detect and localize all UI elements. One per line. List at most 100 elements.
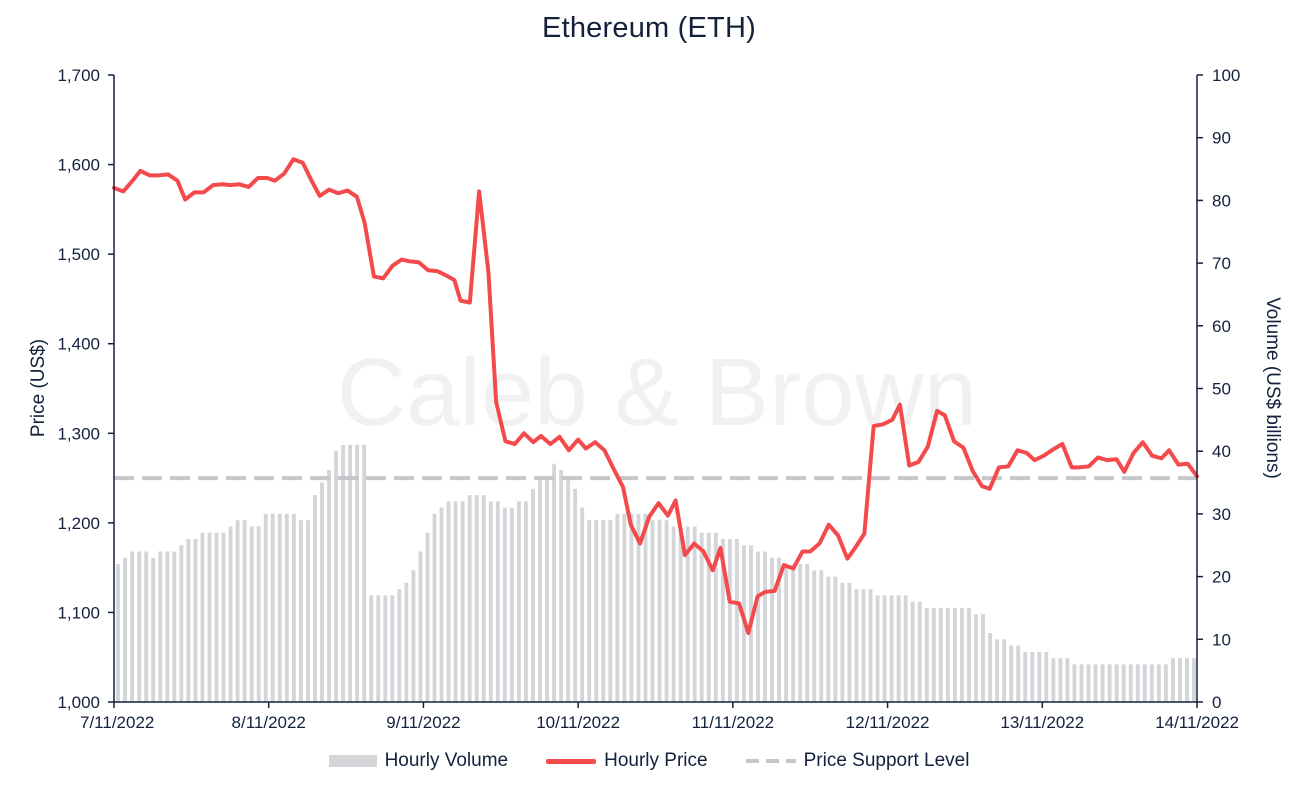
- volume-bar: [263, 513, 268, 702]
- volume-bar: [1170, 658, 1175, 702]
- volume-bar: [791, 564, 796, 702]
- volume-bar: [945, 607, 950, 702]
- volume-bar: [123, 557, 128, 702]
- legend-item-volume: Hourly Volume: [328, 750, 508, 772]
- volume-bar: [671, 526, 676, 702]
- volume-bar: [917, 601, 922, 702]
- legend-swatch-volume: [328, 755, 377, 767]
- volume-bar: [636, 513, 641, 702]
- volume-bar: [692, 526, 697, 702]
- volume-bar: [995, 639, 1000, 702]
- volume-bar: [531, 488, 535, 702]
- volume-bar: [1093, 664, 1098, 702]
- volume-bar: [193, 538, 198, 702]
- left-tick-label: 1,700: [57, 66, 100, 85]
- volume-bar: [727, 538, 732, 702]
- volume-bar: [418, 551, 423, 702]
- volume-bar: [172, 551, 177, 702]
- right-tick-label: 50: [1212, 380, 1231, 399]
- left-tick-label: 1,000: [57, 693, 100, 712]
- volume-bars: [116, 444, 1196, 702]
- volume-bar: [1051, 658, 1056, 702]
- right-tick-label: 40: [1212, 442, 1231, 461]
- volume-bar: [713, 532, 718, 702]
- volume-bar: [369, 595, 374, 702]
- volume-bar: [453, 501, 458, 702]
- volume-bar: [1023, 651, 1028, 702]
- volume-bar: [446, 501, 451, 702]
- volume-bar: [608, 520, 613, 702]
- volume-bar: [784, 564, 789, 702]
- volume-bar: [495, 501, 500, 702]
- volume-bar: [1114, 664, 1119, 702]
- volume-bar: [706, 532, 711, 702]
- volume-bar: [1086, 664, 1091, 702]
- volume-bar: [1192, 658, 1196, 702]
- volume-bar: [1185, 658, 1189, 702]
- legend-item-support: Price Support Level: [745, 750, 969, 772]
- volume-bar: [207, 532, 212, 702]
- volume-bar: [383, 595, 388, 702]
- volume-bar: [777, 557, 782, 702]
- volume-bar: [664, 520, 669, 702]
- volume-bar: [298, 520, 303, 702]
- volume-bar: [1178, 658, 1182, 702]
- volume-bar: [552, 463, 556, 702]
- x-tick-label: 10/11/2022: [536, 713, 620, 732]
- volume-bar: [1037, 651, 1042, 702]
- volume-bar: [643, 513, 648, 702]
- volume-bar: [967, 607, 971, 702]
- volume-bar: [650, 520, 655, 702]
- legend-item-price: Hourly Price: [546, 750, 708, 772]
- volume-bar: [854, 589, 859, 702]
- volume-bar: [348, 444, 353, 702]
- volume-bar: [685, 526, 690, 702]
- volume-bar: [284, 513, 289, 702]
- watermark-text: Caleb & Brown: [337, 339, 977, 446]
- volume-bar: [847, 582, 852, 702]
- x-tick-label: 7/11/2022: [80, 713, 154, 732]
- volume-bar: [910, 601, 915, 702]
- volume-bar: [200, 532, 205, 702]
- x-tick-label: 8/11/2022: [232, 713, 306, 732]
- volume-bar: [460, 501, 465, 702]
- x-tick-label: 14/11/2022: [1155, 713, 1239, 732]
- volume-bar: [488, 501, 493, 702]
- legend: Hourly Volume Hourly Price Price Support…: [0, 750, 1298, 772]
- volume-bar: [981, 614, 985, 702]
- volume-bar: [1135, 664, 1140, 702]
- volume-bar: [1002, 639, 1007, 702]
- volume-bar: [875, 595, 880, 702]
- volume-bar: [390, 595, 395, 702]
- volume-bar: [1100, 664, 1105, 702]
- volume-bar: [924, 607, 929, 702]
- volume-bar: [256, 526, 261, 702]
- volume-bar: [1065, 658, 1070, 702]
- volume-bar: [812, 570, 817, 702]
- volume-bar: [678, 532, 683, 702]
- volume-bar: [341, 444, 346, 702]
- volume-bar: [1156, 664, 1161, 702]
- x-tick-label: 12/11/2022: [846, 713, 930, 732]
- volume-bar: [805, 564, 810, 702]
- left-tick-label: 1,500: [57, 245, 100, 264]
- volume-bar: [1128, 664, 1133, 702]
- volume-bar: [1079, 664, 1084, 702]
- volume-bar: [179, 545, 184, 702]
- volume-bar: [826, 576, 831, 702]
- volume-bar: [580, 507, 585, 702]
- volume-bar: [545, 476, 549, 702]
- volume-bar: [1044, 651, 1049, 702]
- volume-bar: [720, 538, 725, 702]
- volume-bar: [432, 513, 437, 702]
- chart-title: Ethereum (ETH): [542, 12, 756, 44]
- volume-bar: [756, 551, 760, 702]
- volume-bar: [291, 513, 296, 702]
- volume-bar: [622, 513, 627, 702]
- volume-bar: [1016, 645, 1021, 702]
- x-tick-label: 13/11/2022: [1000, 713, 1084, 732]
- volume-bar: [334, 451, 338, 702]
- volume-bar: [960, 607, 964, 702]
- volume-bar: [840, 582, 845, 702]
